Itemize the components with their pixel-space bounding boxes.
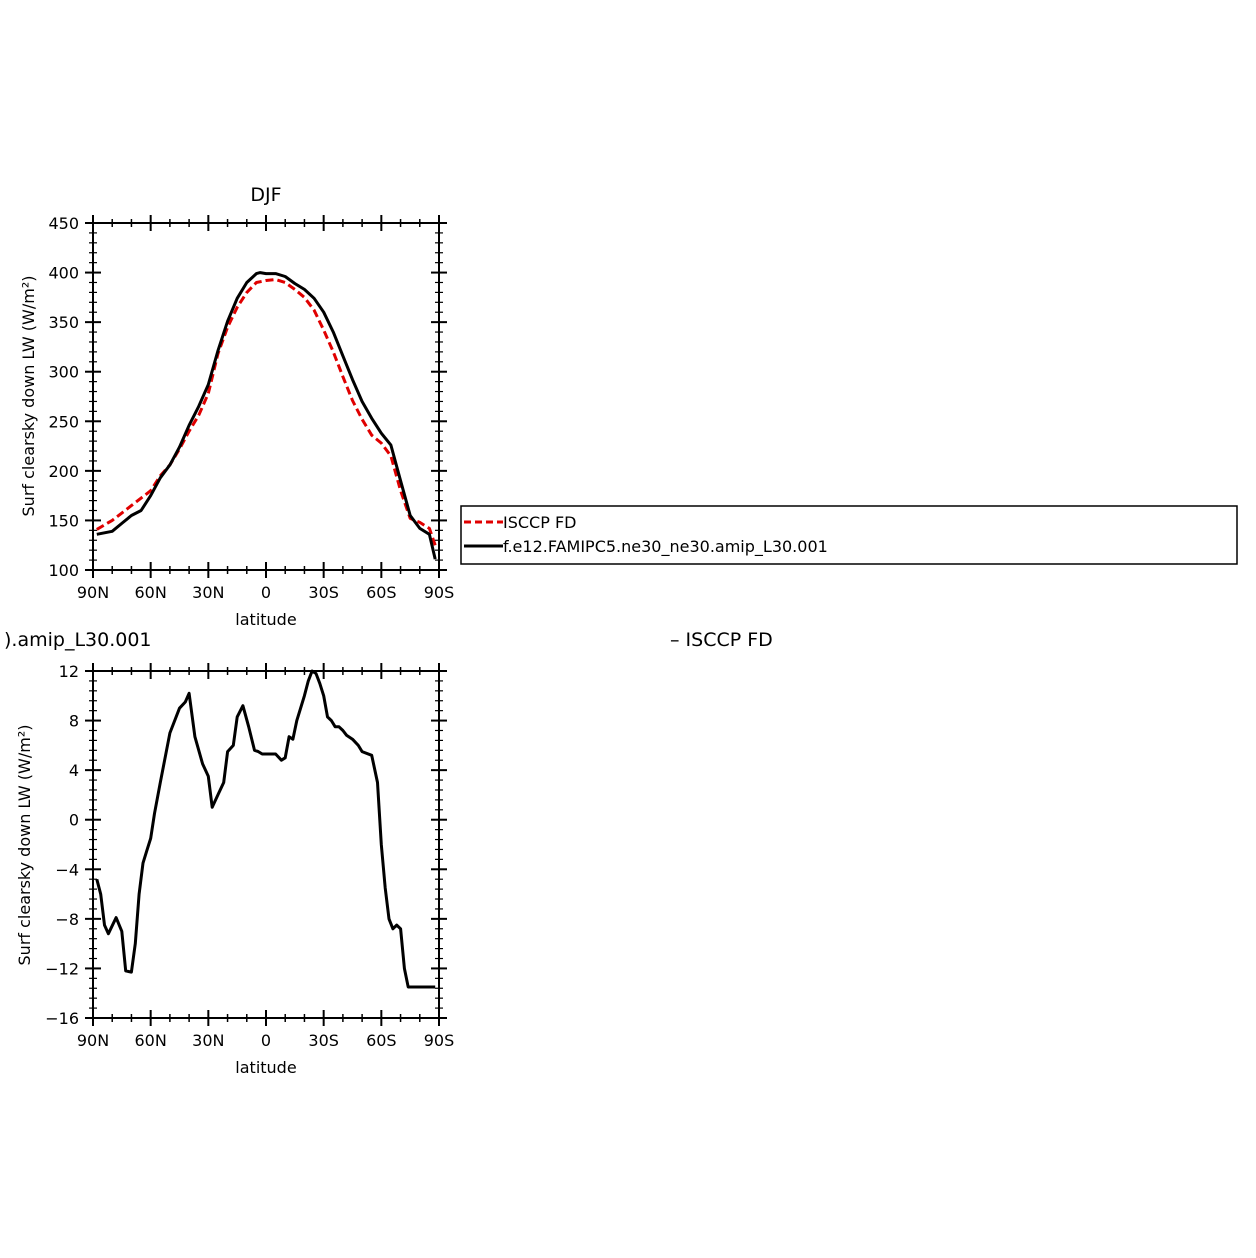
bottom-xtick-label: 0: [261, 1031, 271, 1050]
top-panel-series: [96, 271, 437, 560]
legend-label-isccp: ISCCP FD: [503, 513, 576, 532]
top-xtick-label: 90S: [424, 583, 455, 602]
bottom-xtick-label: 90S: [424, 1031, 455, 1050]
top-xtick-label: 30N: [192, 583, 224, 602]
top-panel-xlabel: latitude: [235, 610, 296, 629]
bottom-ytick-label: 12: [59, 662, 79, 681]
bottom-panel-ticks: 90N 60N 30N 0 30S 60S 90S −16 −12 −8 −4 0 4 8 12: [45, 662, 454, 1050]
bottom-panel-title-left: ).amip_L30.001: [4, 629, 152, 651]
top-ytick-label: 250: [48, 412, 79, 431]
bottom-panel-series: [95, 669, 436, 989]
top-ytick-label: 300: [48, 363, 79, 382]
bottom-ytick-label: −4: [55, 860, 79, 879]
top-panel-ticks: 90N 60N 30N 0 30S 60S 90S 100 150 200 250 300 350 400…: [48, 214, 454, 602]
top-xtick-label: 0: [261, 583, 271, 602]
top-panel-ylabel: Surf clearsky down LW (W/m²): [19, 276, 38, 517]
top-panel-title: DJF: [250, 184, 281, 206]
bottom-panel-frame: [92, 670, 440, 1019]
top-xtick-label: 60S: [366, 583, 397, 602]
top-xtick-label: 90N: [77, 583, 109, 602]
top-series-line-isccp: [96, 278, 437, 546]
bottom-xtick-label: 60N: [135, 1031, 167, 1050]
top-ytick-label: 450: [48, 214, 79, 233]
top-ytick-label: 150: [48, 511, 79, 530]
bottom-panel: ).amip_L30.001 – ISCCP FD 90N 60N 30N 0 30S 6…: [4, 629, 773, 1077]
bottom-panel-ylabel: Surf clearsky down LW (W/m²): [15, 725, 34, 966]
legend: ISCCP FD f.e12.FAMIPC5.ne30_ne30.amip_L3…: [460, 505, 1238, 565]
legend-box: [460, 505, 1238, 565]
bottom-xtick-label: 60S: [366, 1031, 397, 1050]
bottom-ytick-label: −16: [45, 1009, 79, 1028]
top-ytick-label: 100: [48, 561, 79, 580]
top-series-line-model: [96, 271, 437, 560]
top-ytick-label: 200: [48, 462, 79, 481]
top-xtick-label: 60N: [135, 583, 167, 602]
bottom-xtick-label: 90N: [77, 1031, 109, 1050]
top-xtick-label: 30S: [308, 583, 339, 602]
bottom-ytick-label: 4: [69, 761, 79, 780]
bottom-series-line-model: [95, 669, 436, 989]
bottom-ytick-label: 0: [69, 811, 79, 830]
bottom-xtick-label: 30N: [192, 1031, 224, 1050]
top-ytick-label: 350: [48, 313, 79, 332]
top-ytick-label: 400: [48, 264, 79, 283]
bottom-ytick-label: −12: [45, 959, 79, 978]
top-panel: DJF 90N 60N 30N 0 30S 60S 90S 100 150 200 250 300 35…: [19, 184, 454, 629]
bottom-xtick-label: 30S: [308, 1031, 339, 1050]
legend-label-model: f.e12.FAMIPC5.ne30_ne30.amip_L30.001: [503, 537, 828, 557]
bottom-ytick-label: −8: [55, 910, 79, 929]
bottom-ytick-label: 8: [69, 712, 79, 731]
bottom-panel-title-right: – ISCCP FD: [670, 629, 773, 651]
bottom-panel-xlabel: latitude: [235, 1058, 296, 1077]
